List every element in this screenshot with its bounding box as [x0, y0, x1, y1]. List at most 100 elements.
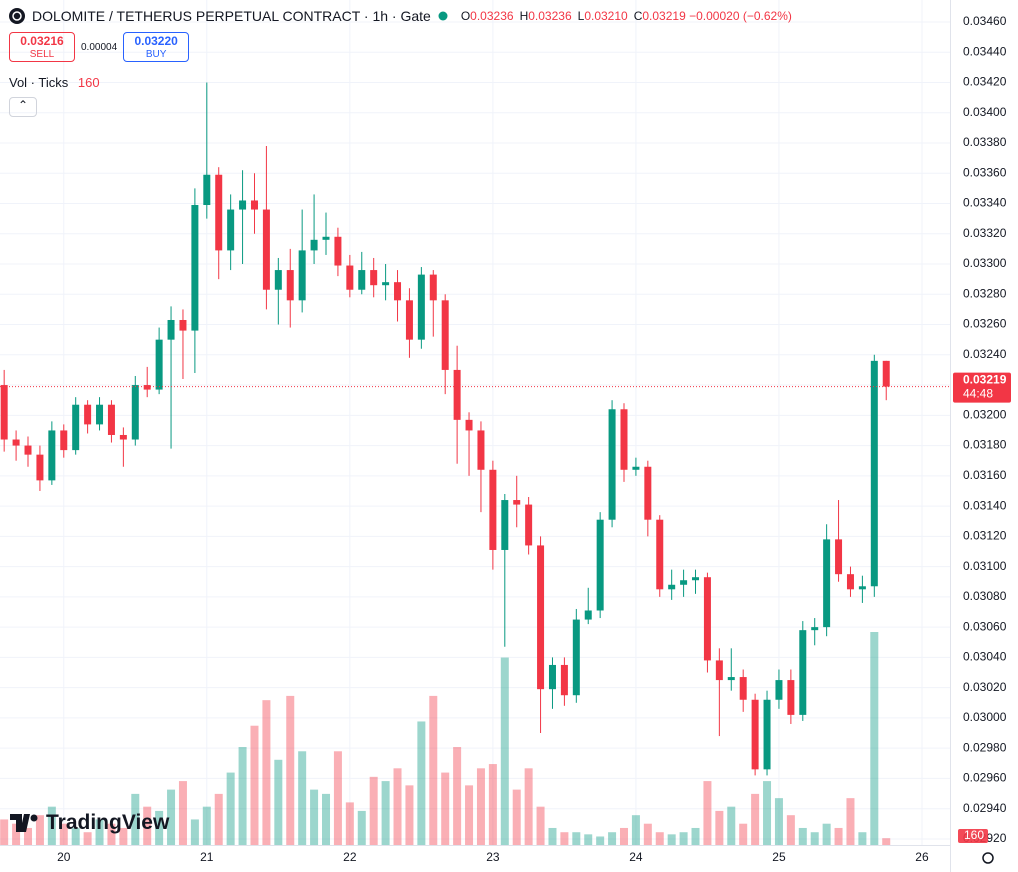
candle-body	[239, 200, 247, 210]
change: −0.00020 (−0.62%)	[689, 9, 792, 23]
candle-body	[429, 274, 437, 301]
brand-icon	[10, 814, 38, 832]
candle-body	[298, 250, 306, 301]
y-tick-label: 0.03400	[963, 105, 1007, 119]
volume-bar	[119, 827, 128, 845]
y-tick-label: 0.03140	[963, 498, 1007, 512]
volume-bar	[500, 657, 509, 845]
candle-body	[453, 369, 461, 420]
candle-body	[274, 270, 282, 290]
candle-body	[119, 434, 127, 440]
candle-body	[763, 699, 771, 770]
volume-bar	[167, 789, 176, 845]
y-tick-label: 0.02960	[963, 771, 1007, 785]
candle-body	[525, 504, 533, 546]
candle-body	[72, 404, 80, 451]
x-tick-label: 25	[772, 850, 786, 864]
candle-body	[310, 239, 318, 251]
candle-body	[262, 209, 270, 290]
settings-icon[interactable]	[982, 852, 994, 864]
candle-body	[680, 580, 688, 585]
candle-body	[191, 205, 199, 331]
candle-body	[787, 680, 795, 715]
volume-bar	[476, 768, 485, 845]
candle-body	[501, 500, 509, 550]
volume-bar	[834, 827, 843, 845]
candle-body	[656, 519, 664, 590]
volume-bar	[739, 823, 748, 845]
collapse-button[interactable]: ⌃	[9, 97, 37, 117]
y-tick-label: 0.03200	[963, 407, 1007, 421]
y-tick-label: 0.03040	[963, 650, 1007, 664]
volume-bar	[429, 695, 438, 845]
candle-body	[48, 430, 56, 481]
spread: 0.00004	[81, 41, 118, 53]
volume-bar	[715, 810, 724, 845]
candle-body	[0, 385, 8, 440]
symbol-logo	[9, 8, 25, 24]
y-tick-label: 0.02940	[963, 801, 1007, 815]
candle-body	[346, 265, 354, 290]
candle-body	[632, 466, 640, 470]
l-label: L	[577, 9, 585, 23]
volume-bar	[619, 827, 628, 845]
volume-bar	[190, 819, 199, 845]
candle-body	[203, 174, 211, 206]
buy-button[interactable]: 0.03220 BUY	[123, 32, 190, 62]
volume-bar	[691, 827, 700, 845]
last-price-label: 0.03219	[963, 373, 1007, 387]
y-tick-label: 0.03300	[963, 256, 1007, 270]
candle-body	[215, 174, 223, 251]
volume-bar	[548, 827, 557, 845]
x-tick-label: 22	[343, 850, 357, 864]
candle-body	[96, 404, 104, 425]
sell-button[interactable]: 0.03216 SELL	[9, 32, 75, 62]
volume-bar	[786, 815, 795, 845]
volume-bar	[774, 798, 783, 845]
candle-body	[846, 574, 854, 590]
y-tick-label: 0.03260	[963, 317, 1007, 331]
brand-logo: TradingView	[10, 811, 169, 835]
y-tick-label: 0.03360	[963, 165, 1007, 179]
volume-bar	[0, 819, 9, 845]
candle-body	[322, 236, 330, 240]
candle-body	[739, 677, 747, 700]
volume-bar	[822, 823, 831, 845]
volume-bar	[536, 806, 545, 845]
candle-body	[286, 270, 294, 301]
c-value: 0.03219	[642, 9, 686, 23]
volume-bar	[751, 793, 760, 845]
volume-bar	[584, 834, 593, 845]
volume-legend-name: Vol · Ticks	[9, 75, 69, 90]
status-dot	[438, 11, 448, 21]
y-tick-label: 0.03000	[963, 710, 1007, 724]
volume-bar	[810, 832, 819, 845]
candle-body	[60, 430, 68, 451]
volume-bar	[393, 768, 402, 845]
candle-body	[143, 385, 151, 390]
candle-body	[751, 699, 759, 770]
candle-body	[465, 419, 473, 431]
h-label: H	[519, 9, 529, 23]
volume-bar	[858, 832, 867, 845]
volume-bar	[202, 806, 211, 845]
candle-body	[227, 209, 235, 251]
volume-value-label: 160	[964, 828, 984, 842]
volume-bar	[214, 793, 223, 845]
volume-bar	[703, 781, 712, 845]
candle-body	[715, 660, 723, 681]
last-price-box	[953, 372, 1011, 403]
candle-body	[394, 282, 402, 301]
countdown: 44:48	[963, 387, 993, 401]
volume-bar	[59, 823, 68, 845]
ohlc: O0.03236 H0.03236 L0.03210 C0.03219 −0.0002…	[455, 9, 792, 23]
candle-body	[250, 200, 258, 210]
volume-bar	[405, 785, 414, 845]
candle-body	[548, 664, 556, 690]
volume-bar	[453, 747, 462, 845]
o-value: 0.03236	[470, 9, 514, 23]
volume-bar	[238, 747, 247, 845]
volume-bar	[262, 700, 271, 845]
y-tick-label: 0.03420	[963, 75, 1007, 89]
candle-body	[703, 577, 711, 661]
